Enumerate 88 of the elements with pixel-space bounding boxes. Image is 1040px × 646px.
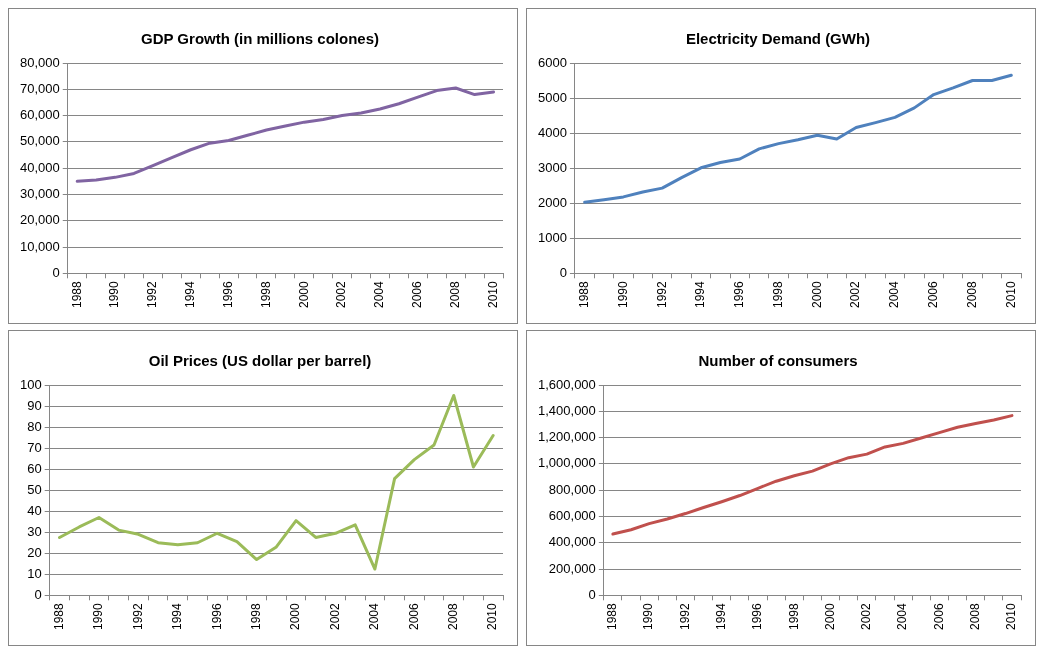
y-tick-label: 5000 — [538, 89, 567, 105]
x-tick-label: 2002 — [334, 280, 349, 309]
y-tick-label: 1,000,000 — [537, 455, 596, 471]
y-tick-label: 100 — [19, 376, 42, 392]
chart-title: Oil Prices (US dollar per barrel) — [148, 352, 372, 370]
x-tick-label: 2008 — [448, 280, 462, 309]
y-tick-label: 50 — [27, 481, 42, 497]
x-tick-label: 1998 — [770, 280, 785, 309]
x-tick-label: 1988 — [576, 280, 591, 309]
x-tick-label: 1996 — [209, 602, 224, 631]
y-tick-label: 60,000 — [20, 107, 60, 123]
x-tick-label: 2000 — [809, 280, 824, 309]
y-tick-label: 90 — [27, 397, 42, 413]
x-tick-label: 1994 — [693, 280, 708, 309]
x-tick-label: 1992 — [130, 602, 145, 631]
x-tick-label: 2006 — [926, 280, 941, 309]
x-tick-label: 1994 — [714, 602, 729, 631]
x-tick-label: 1990 — [107, 280, 122, 309]
x-tick-label: 1992 — [677, 602, 692, 631]
x-tick-label: 2002 — [848, 280, 863, 309]
x-tick-label: 2006 — [406, 602, 421, 631]
x-tick-label: 2002 — [327, 602, 342, 631]
y-tick-label: 40 — [27, 502, 42, 518]
x-tick-label: 2010 — [1004, 602, 1019, 631]
x-tick-label: 1994 — [183, 280, 198, 309]
x-tick-label: 1998 — [248, 602, 263, 631]
x-tick-label: 2008 — [964, 280, 979, 309]
x-tick-label: 1996 — [220, 280, 235, 309]
x-tick-label: 1992 — [654, 280, 669, 309]
y-tick-label: 30,000 — [20, 186, 60, 202]
y-tick-label: 400,000 — [548, 534, 596, 550]
y-tick-label: 70,000 — [20, 80, 60, 96]
y-tick-label: 200,000 — [548, 560, 596, 576]
y-tick-label: 30 — [27, 523, 42, 539]
x-tick-label: 1996 — [732, 280, 747, 309]
y-tick-label: 2000 — [538, 194, 567, 210]
y-tick-label: 4000 — [538, 124, 567, 140]
y-tick-label: 1,200,000 — [537, 429, 596, 445]
x-tick-label: 2006 — [410, 280, 425, 309]
y-tick-label: 3000 — [538, 159, 567, 175]
x-tick-label: 1998 — [258, 280, 273, 309]
x-tick-label: 2010 — [1003, 280, 1018, 309]
y-tick-label: 60 — [27, 460, 42, 476]
y-tick-label: 1000 — [538, 229, 567, 245]
chart-title: Number of consumers — [698, 352, 858, 370]
y-tick-label: 600,000 — [548, 508, 596, 524]
x-tick-label: 2008 — [446, 602, 461, 631]
x-tick-label: 2000 — [822, 602, 837, 631]
y-tick-label: 80,000 — [20, 54, 60, 70]
x-tick-label: 2010 — [485, 280, 500, 309]
y-tick-label: 40,000 — [20, 159, 60, 175]
y-tick-label: 1,400,000 — [537, 402, 596, 418]
y-tick-label: 0 — [34, 586, 42, 602]
x-tick-label: 1988 — [605, 602, 620, 631]
y-tick-label: 70 — [27, 439, 42, 455]
chart-title: GDP Growth (in millions colones) — [140, 30, 380, 48]
x-tick-label: 1988 — [51, 602, 66, 631]
x-tick-label: 2004 — [895, 602, 910, 631]
x-tick-label: 2004 — [367, 602, 382, 631]
y-tick-label: 6000 — [538, 54, 567, 70]
x-tick-label: 1992 — [145, 280, 160, 309]
y-tick-label: 800,000 — [548, 481, 596, 497]
x-tick-label: 2000 — [288, 602, 303, 631]
y-tick-label: 0 — [559, 264, 567, 280]
x-tick-label: 2008 — [967, 602, 982, 631]
x-tick-label: 1988 — [69, 280, 84, 309]
x-tick-label: 1998 — [786, 602, 801, 631]
x-tick-label: 1990 — [615, 280, 630, 309]
y-tick-label: 0 — [52, 264, 60, 280]
y-tick-label: 20 — [27, 544, 42, 560]
x-tick-label: 2010 — [485, 602, 500, 631]
y-tick-label: 0 — [588, 586, 596, 602]
chart-title: Electricity Demand (GWh) — [685, 30, 871, 48]
x-tick-label: 2000 — [296, 280, 311, 309]
x-tick-label: 1996 — [750, 602, 765, 631]
x-tick-label: 2002 — [859, 602, 874, 631]
y-tick-label: 80 — [27, 418, 42, 434]
x-tick-label: 2004 — [372, 280, 387, 309]
y-tick-label: 1,600,000 — [537, 376, 596, 392]
y-tick-label: 10 — [27, 565, 42, 581]
x-tick-label: 2004 — [887, 280, 902, 309]
y-tick-label: 20,000 — [20, 212, 60, 228]
x-tick-label: 1990 — [91, 602, 106, 631]
y-tick-label: 10,000 — [20, 238, 60, 254]
x-tick-label: 1994 — [170, 602, 185, 631]
x-tick-label: 2006 — [931, 602, 946, 631]
y-tick-label: 50,000 — [20, 133, 60, 149]
x-tick-label: 1990 — [641, 602, 656, 631]
